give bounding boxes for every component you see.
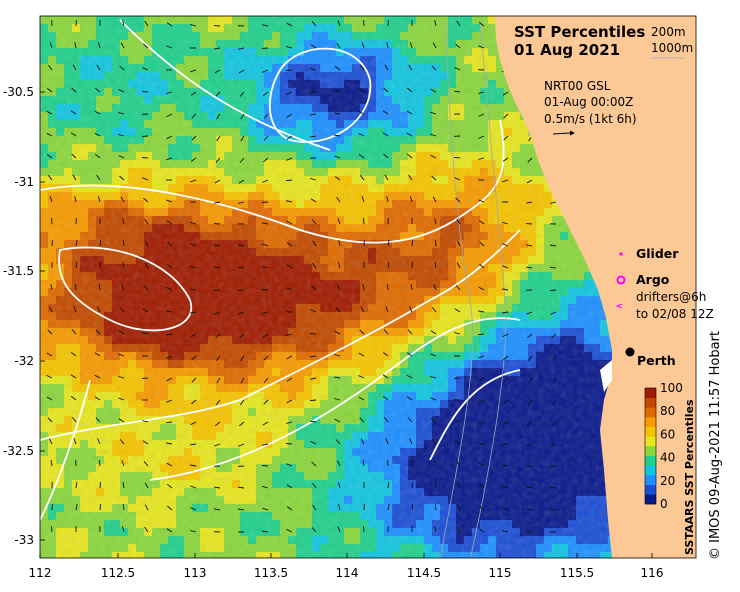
current-scale-arrow (552, 130, 575, 136)
depth-contour-1000m-label: 1000m (651, 41, 693, 55)
colorbar-swatch (645, 426, 656, 437)
colorbar: 0 20 40 60 80 100 (644, 381, 683, 511)
colorbar-swatch (645, 494, 656, 505)
map-title: SST Percentiles (514, 23, 645, 41)
colorbar-tick-label: 0 (660, 497, 668, 511)
x-tick-label: 114 (336, 566, 359, 580)
y-tick-label: -31 (14, 175, 34, 189)
x-tick-label: 112.5 (101, 566, 135, 580)
x-tick-label: 112 (29, 566, 52, 580)
colorbar-swatch (645, 475, 656, 485)
x-tick-label: 115.5 (560, 566, 594, 580)
colorbar-tick-label: 20 (660, 474, 675, 488)
colorbar-swatch (645, 397, 656, 408)
colorbar-swatch (645, 388, 656, 398)
colorbar-title: SSTAARS SST Percentiles (683, 399, 696, 555)
y-tick-label: -33 (14, 533, 34, 547)
credit-text: © IMOS 09-Aug-2021 11:57 Hobart (708, 330, 723, 560)
colorbar-tick-label: 40 (660, 451, 675, 465)
x-tick-label: 113.5 (254, 566, 288, 580)
drifters-label: drifters@6h (636, 290, 706, 304)
glider-label: Glider (636, 246, 679, 261)
x-tick-label: 114.5 (407, 566, 441, 580)
current-source-label: NRT00 GSL (544, 79, 611, 93)
colorbar-swatch (645, 446, 656, 456)
y-tick-label: -32 (14, 354, 34, 368)
current-scale-label: 0.5m/s (1kt 6h) (544, 112, 637, 126)
y-tick-label: -30.5 (3, 85, 34, 99)
perth-marker (625, 347, 635, 357)
colorbar-swatch (645, 436, 656, 447)
plot-frame (39, 15, 697, 559)
drifter-marker (615, 303, 623, 309)
colorbar-swatch (645, 417, 656, 427)
colorbar-swatch (645, 484, 656, 495)
colorbar-swatch (645, 455, 656, 466)
argo-label: Argo (636, 272, 670, 287)
colorbar-swatch (645, 465, 656, 476)
current-time-label: 01-Aug 00:00Z (544, 95, 633, 109)
x-tick-label: 116 (641, 566, 664, 580)
colorbar-tick-label: 80 (660, 404, 675, 418)
y-axis-ticks: -30.5 -31 -31.5 -32 -32.5 -33 (3, 85, 45, 547)
y-tick-label: -31.5 (3, 264, 34, 278)
map-date: 01 Aug 2021 (514, 41, 620, 59)
colorbar-swatch (645, 407, 656, 418)
glider-marker (619, 252, 623, 256)
perth-label: Perth (637, 353, 676, 368)
x-tick-label: 113 (184, 566, 207, 580)
x-axis-ticks: 112 112.5 113 113.5 114 114.5 115 115.5 116 (29, 553, 664, 580)
colorbar-tick-label: 100 (660, 381, 683, 395)
drifters-period-label: to 02/08 12Z (636, 307, 714, 321)
x-tick-label: 115 (489, 566, 512, 580)
depth-contour-200m-label: 200m (651, 25, 686, 39)
y-tick-label: -32.5 (3, 444, 34, 458)
colorbar-tick-label: 60 (660, 427, 675, 441)
argo-marker (616, 275, 626, 285)
current-vectors (46, 19, 557, 533)
